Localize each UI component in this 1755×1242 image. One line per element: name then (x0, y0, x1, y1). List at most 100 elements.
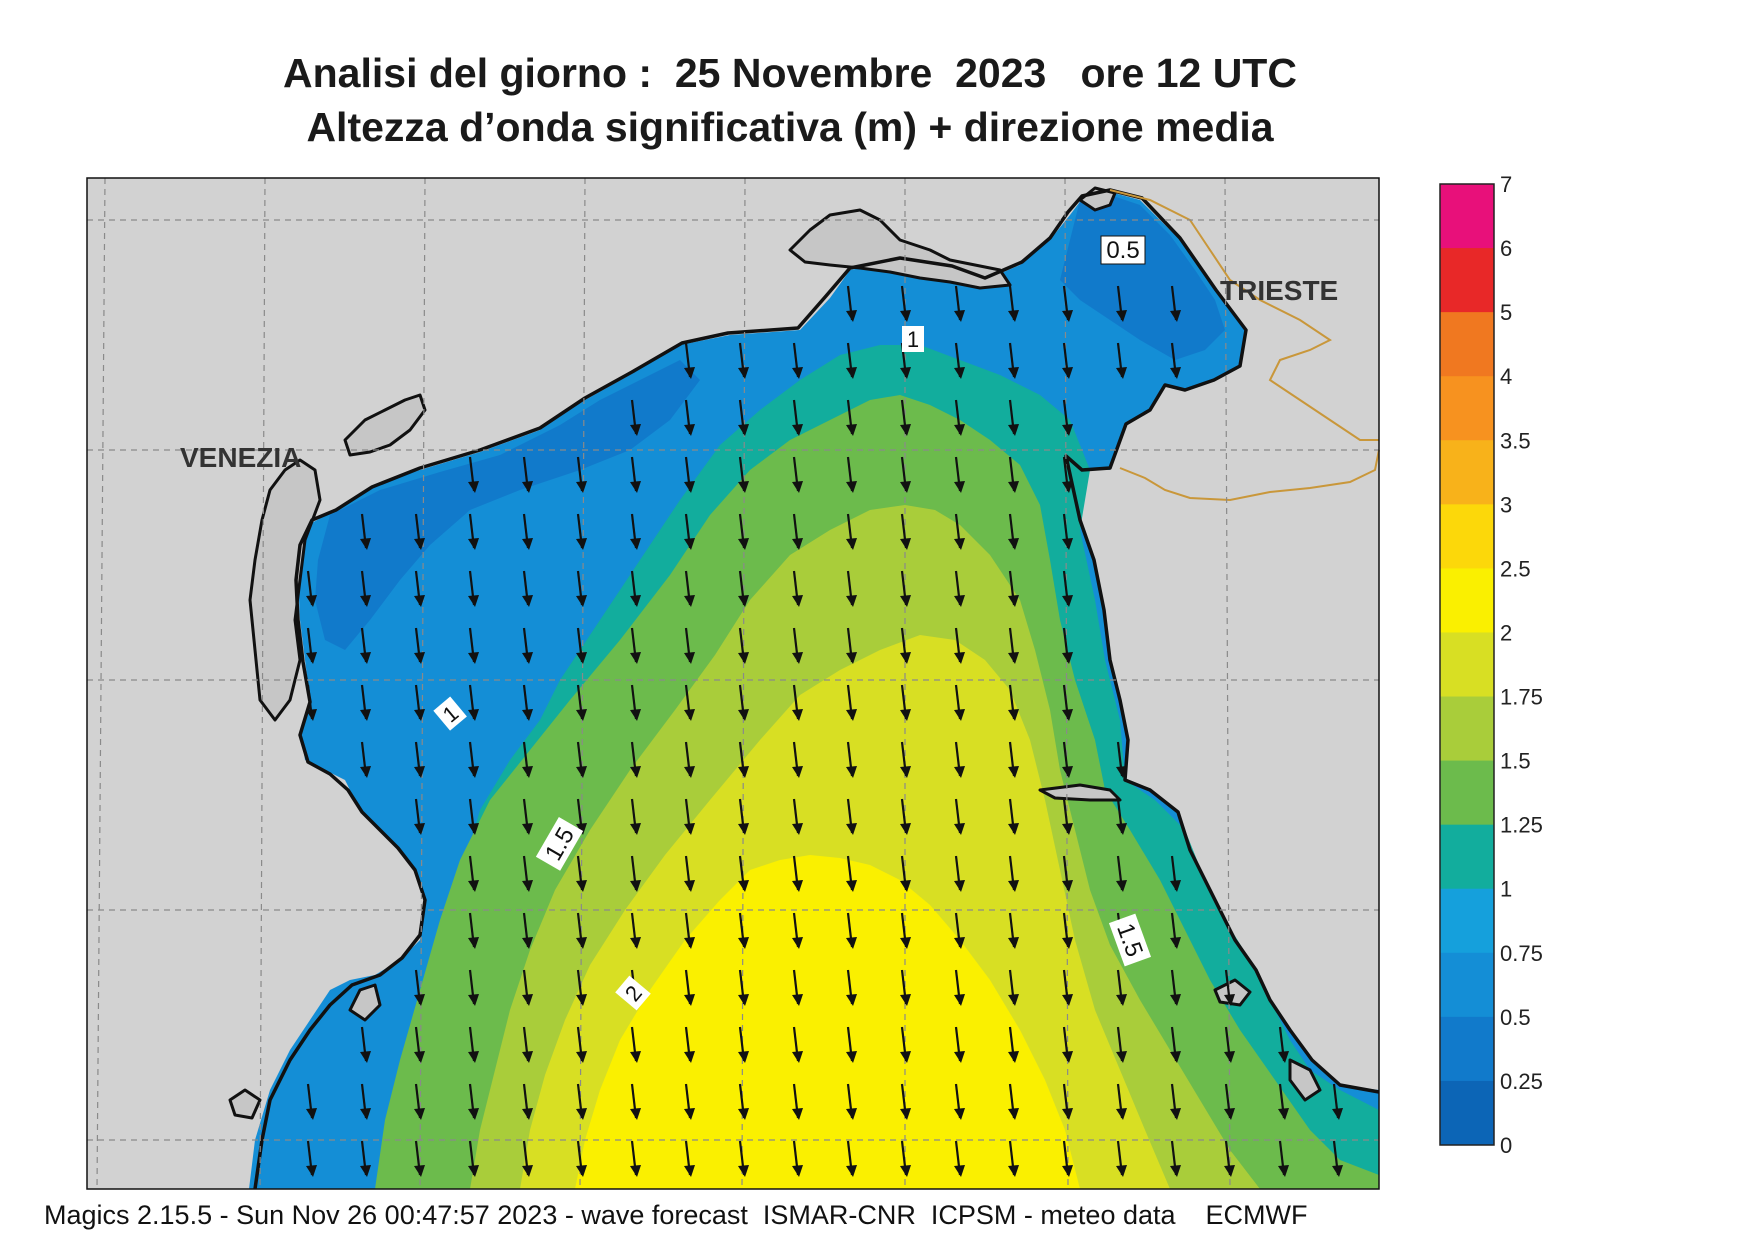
direction-arrow-head (846, 481, 857, 493)
legend-swatch (1440, 888, 1494, 954)
direction-arrow-head (630, 481, 641, 493)
direction-arrow-head (414, 766, 425, 778)
svg-text:0.5: 0.5 (1106, 237, 1139, 264)
direction-arrow-head (900, 823, 911, 835)
direction-arrow-head (1116, 1051, 1127, 1063)
direction-arrow-head (1008, 823, 1019, 835)
direction-arrow-head (468, 538, 479, 550)
direction-arrow-head (1062, 367, 1073, 379)
direction-arrow-head (414, 652, 425, 664)
direction-arrow-head (954, 424, 965, 436)
direction-arrow-head (738, 1165, 749, 1177)
direction-arrow-head (1062, 424, 1073, 436)
legend-swatch (1440, 312, 1494, 377)
direction-arrow-head (792, 823, 803, 835)
direction-arrow-head (792, 937, 803, 949)
direction-arrow-head (900, 709, 911, 721)
border-line-2 (1119, 449, 1380, 502)
direction-arrow-head (576, 709, 587, 721)
direction-arrow-head (738, 994, 749, 1006)
legend-swatch (1440, 184, 1494, 249)
direction-arrow-head (1170, 367, 1181, 379)
direction-arrow-head (1116, 823, 1127, 835)
direction-arrow-head (1008, 709, 1019, 721)
direction-arrow-head (738, 424, 749, 436)
direction-arrow-head (630, 538, 641, 550)
direction-arrow-head (738, 937, 749, 949)
direction-arrow-head (522, 1108, 533, 1120)
direction-arrow-head (576, 1108, 587, 1120)
direction-arrow-head (738, 766, 749, 778)
direction-arrow-head (684, 538, 695, 550)
direction-arrow-head (468, 937, 479, 949)
direction-arrow-head (522, 1165, 533, 1177)
direction-arrow-head (1008, 652, 1019, 664)
direction-arrow-head (684, 652, 695, 664)
direction-arrow-head (576, 994, 587, 1006)
direction-arrow-head (846, 1108, 857, 1120)
sea-band-0-5-west (315, 360, 700, 650)
direction-arrow-head (630, 709, 641, 721)
direction-arrow-head (954, 652, 965, 664)
direction-arrow-head (684, 481, 695, 493)
direction-arrow-head (792, 538, 803, 550)
direction-arrow-head (1062, 994, 1073, 1006)
direction-arrow-head (846, 994, 857, 1006)
direction-arrow-head (900, 652, 911, 664)
legend-tick-label: 2.5 (1500, 556, 1531, 581)
direction-arrow-head (954, 538, 965, 550)
direction-arrow-head (360, 595, 371, 607)
direction-arrow-head (900, 994, 911, 1006)
direction-arrow-head (1170, 937, 1181, 949)
direction-arrow-head (900, 367, 911, 379)
direction-arrow-head (900, 538, 911, 550)
direction-arrow-head (414, 538, 425, 550)
direction-arrow-head (684, 1051, 695, 1063)
legend-swatch (1440, 1080, 1494, 1146)
direction-arrow-head (522, 595, 533, 607)
direction-arrow-head (738, 538, 749, 550)
direction-arrow-head (1224, 1165, 1235, 1177)
direction-arrow-head (468, 1051, 479, 1063)
direction-arrow-head (1008, 481, 1019, 493)
direction-arrow-head (576, 595, 587, 607)
direction-arrow-head (468, 994, 479, 1006)
direction-arrow-head (360, 1051, 371, 1063)
legend-swatch (1440, 1016, 1494, 1082)
direction-arrow-head (846, 1051, 857, 1063)
direction-arrow-head (900, 880, 911, 892)
direction-arrow-head (846, 709, 857, 721)
direction-arrow-head (1008, 1165, 1019, 1177)
color-scale-legend: 7 6 5 4 3.5 3 2.5 2 1.75 1.5 1.25 1 0.75 0.5 0.25 0 (1439, 172, 1543, 1158)
direction-arrow-head (630, 1051, 641, 1063)
direction-arrow-head (1008, 766, 1019, 778)
legend-tick-label: 1 (1500, 877, 1512, 902)
direction-arrow-head (738, 1051, 749, 1063)
direction-arrow-head (1008, 1051, 1019, 1063)
legend-tick-label: 1.25 (1500, 813, 1543, 838)
direction-arrow-head (1224, 994, 1235, 1006)
direction-arrows (306, 285, 1343, 1177)
direction-arrow-head (468, 1108, 479, 1120)
coastline (228, 186, 1322, 1120)
direction-arrow-head (576, 1165, 587, 1177)
direction-arrow-head (792, 652, 803, 664)
direction-arrow-head (1116, 994, 1127, 1006)
legend-tick-label: 6 (1500, 236, 1512, 261)
direction-arrow-head (576, 880, 587, 892)
direction-arrow-head (306, 652, 317, 664)
legend-swatch (1440, 952, 1494, 1018)
direction-arrow-head (684, 1165, 695, 1177)
direction-arrow-head (1116, 766, 1127, 778)
direction-arrow-head (900, 1108, 911, 1120)
direction-arrow-head (468, 595, 479, 607)
direction-arrow-head (468, 709, 479, 721)
direction-arrow-head (738, 595, 749, 607)
direction-arrow-head (1008, 595, 1019, 607)
legend-swatch (1440, 824, 1494, 890)
legend-tick-label: 0.5 (1500, 1005, 1531, 1030)
direction-arrow-head (738, 880, 749, 892)
footer-credits: Magics 2.15.5 - Sun Nov 26 00:47:57 2023… (44, 1200, 1308, 1230)
direction-arrow-head (954, 766, 965, 778)
direction-arrow-head (414, 1051, 425, 1063)
